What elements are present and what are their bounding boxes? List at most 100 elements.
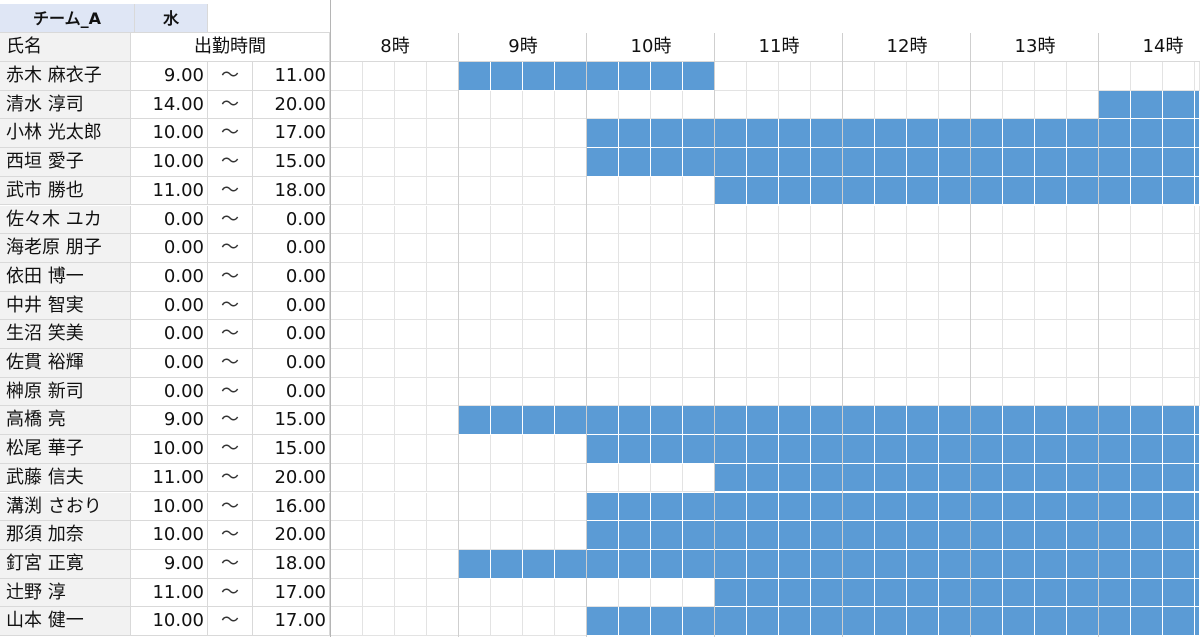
time-slot[interactable]	[363, 234, 395, 263]
time-slot[interactable]	[459, 521, 491, 550]
time-slot[interactable]	[331, 349, 363, 378]
time-slot[interactable]	[619, 578, 651, 608]
time-slot[interactable]	[459, 176, 491, 206]
shift-bar-slot[interactable]	[939, 435, 971, 464]
time-slot[interactable]	[683, 176, 715, 206]
time-slot[interactable]	[363, 291, 395, 321]
time-slot[interactable]	[1195, 234, 1200, 263]
time-slot[interactable]	[907, 205, 939, 235]
shift-bar-slot[interactable]	[811, 549, 843, 579]
time-slot[interactable]	[523, 291, 555, 321]
time-slot[interactable]	[1067, 205, 1099, 235]
time-slot[interactable]	[523, 578, 555, 608]
tilde-separator-cell[interactable]: 〜	[208, 320, 253, 349]
time-slot[interactable]	[427, 234, 459, 263]
time-slot[interactable]	[619, 377, 651, 407]
time-slot[interactable]	[395, 578, 427, 608]
time-slot[interactable]	[875, 349, 907, 378]
start-time-cell[interactable]: 0.00	[131, 377, 208, 407]
time-slot[interactable]	[1099, 234, 1131, 263]
shift-bar-slot[interactable]	[491, 549, 523, 579]
time-slot[interactable]	[427, 406, 459, 436]
shift-bar-slot[interactable]	[587, 549, 619, 579]
time-slot[interactable]	[331, 435, 363, 464]
employee-name-cell[interactable]: 赤木 麻衣子	[0, 62, 131, 91]
shift-bar-slot[interactable]	[875, 492, 907, 522]
shift-bar-slot[interactable]	[843, 406, 875, 436]
tilde-separator-cell[interactable]: 〜	[208, 578, 253, 608]
time-slot[interactable]	[779, 291, 811, 321]
shift-bar-slot[interactable]	[587, 119, 619, 149]
time-slot[interactable]	[939, 205, 971, 235]
time-slot[interactable]	[875, 205, 907, 235]
time-slot[interactable]	[523, 90, 555, 120]
time-slot[interactable]	[395, 148, 427, 177]
shift-bar-slot[interactable]	[619, 406, 651, 436]
shift-bar-slot[interactable]	[715, 607, 747, 636]
shift-bar-slot[interactable]	[683, 148, 715, 177]
time-slot[interactable]	[907, 90, 939, 120]
shift-bar-slot[interactable]	[1163, 435, 1195, 464]
shift-bar-slot[interactable]	[1195, 119, 1200, 149]
time-slot[interactable]	[971, 262, 1003, 292]
shift-bar-slot[interactable]	[1131, 176, 1163, 206]
time-slot[interactable]	[459, 90, 491, 120]
time-slot[interactable]	[651, 291, 683, 321]
time-slot[interactable]	[427, 62, 459, 91]
shift-bar-slot[interactable]	[619, 607, 651, 636]
shift-bar-slot[interactable]	[1067, 578, 1099, 608]
time-slot[interactable]	[1131, 234, 1163, 263]
time-slot[interactable]	[1131, 377, 1163, 407]
time-slot[interactable]	[331, 377, 363, 407]
time-slot[interactable]	[363, 377, 395, 407]
shift-bar-slot[interactable]	[555, 406, 587, 436]
time-slot[interactable]	[523, 205, 555, 235]
shift-bar-slot[interactable]	[1035, 176, 1067, 206]
shift-bar-slot[interactable]	[1163, 492, 1195, 522]
shift-bar-slot[interactable]	[939, 148, 971, 177]
shift-bar-slot[interactable]	[1003, 463, 1035, 493]
shift-bar-slot[interactable]	[1003, 176, 1035, 206]
time-slot[interactable]	[1131, 291, 1163, 321]
employee-name-cell[interactable]: 佐貫 裕輝	[0, 349, 131, 378]
shift-bar-slot[interactable]	[811, 148, 843, 177]
shift-bar-slot[interactable]	[1035, 549, 1067, 579]
start-time-cell[interactable]: 14.00	[131, 90, 208, 120]
time-slot[interactable]	[843, 349, 875, 378]
time-slot[interactable]	[523, 234, 555, 263]
shift-bar-slot[interactable]	[619, 119, 651, 149]
time-slot[interactable]	[683, 463, 715, 493]
shift-bar-slot[interactable]	[779, 148, 811, 177]
shift-bar-slot[interactable]	[1163, 607, 1195, 636]
shift-bar-slot[interactable]	[523, 62, 555, 91]
time-slot[interactable]	[747, 90, 779, 120]
shift-bar-slot[interactable]	[491, 62, 523, 91]
shift-bar-slot[interactable]	[587, 521, 619, 550]
time-slot[interactable]	[363, 148, 395, 177]
time-slot[interactable]	[1195, 62, 1200, 91]
time-slot[interactable]	[427, 349, 459, 378]
shift-bar-slot[interactable]	[1003, 406, 1035, 436]
shift-bar-slot[interactable]	[747, 607, 779, 636]
time-slot[interactable]	[491, 148, 523, 177]
time-slot[interactable]	[683, 90, 715, 120]
time-slot[interactable]	[331, 176, 363, 206]
end-time-cell[interactable]: 17.00	[253, 607, 330, 636]
time-slot[interactable]	[491, 377, 523, 407]
shift-bar-slot[interactable]	[843, 176, 875, 206]
time-slot[interactable]	[555, 119, 587, 149]
time-slot[interactable]	[363, 62, 395, 91]
shift-bar-slot[interactable]	[715, 176, 747, 206]
shift-bar-slot[interactable]	[843, 549, 875, 579]
shift-bar-slot[interactable]	[1035, 607, 1067, 636]
shift-bar-slot[interactable]	[747, 492, 779, 522]
time-slot[interactable]	[459, 349, 491, 378]
employee-name-cell[interactable]: 海老原 朋子	[0, 234, 131, 263]
shift-bar-slot[interactable]	[811, 463, 843, 493]
shift-bar-slot[interactable]	[1163, 521, 1195, 550]
time-slot[interactable]	[459, 291, 491, 321]
shift-bar-slot[interactable]	[875, 406, 907, 436]
end-time-cell[interactable]: 0.00	[253, 291, 330, 321]
shift-bar-slot[interactable]	[779, 406, 811, 436]
shift-bar-slot[interactable]	[1035, 521, 1067, 550]
